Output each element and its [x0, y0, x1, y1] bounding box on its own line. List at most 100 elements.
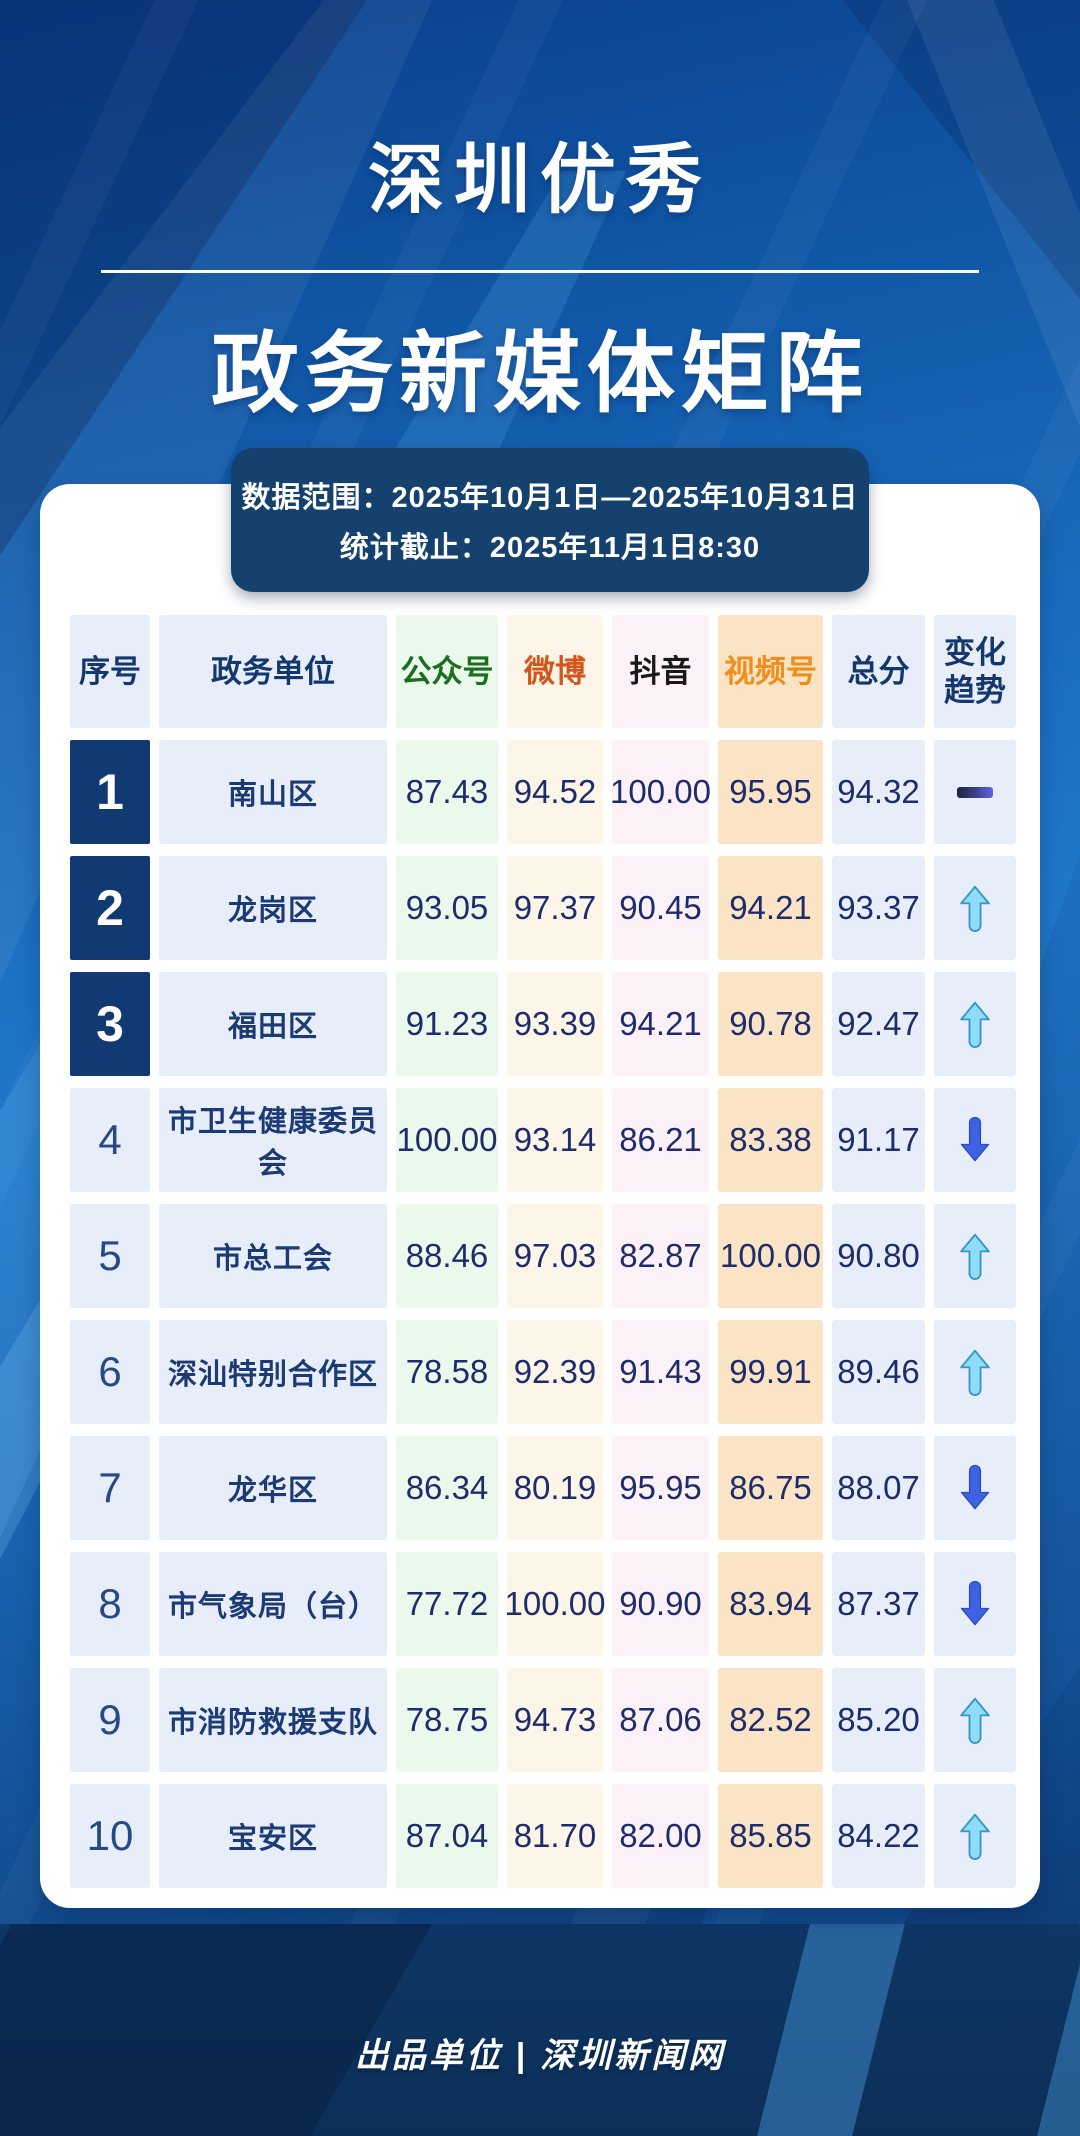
header-gongzhonghao: 公众号 — [396, 615, 498, 728]
header-total: 总分 — [832, 615, 925, 728]
down-trend-icon — [960, 1464, 990, 1510]
gzh-score-cell: 100.00 — [396, 1088, 498, 1192]
date-range-text: 数据范围：2025年10月1日—2025年10月31日 — [241, 482, 859, 514]
unit-cell: 龙岗区 — [159, 856, 387, 960]
title-line-1: 深圳优秀 — [368, 138, 712, 223]
header-rank: 序号 — [70, 615, 150, 728]
douyin-score-cell: 95.95 — [612, 1436, 709, 1540]
trend-cell — [934, 1668, 1016, 1772]
gzh-score-cell: 78.58 — [396, 1320, 498, 1424]
title-line-2: 政务新媒体矩阵 — [210, 324, 869, 423]
footer-credit: 出品单位 | 深圳新闻网 — [0, 2028, 1080, 2077]
header-weibo: 微博 — [507, 615, 603, 728]
douyin-score-cell: 100.00 — [610, 740, 711, 844]
trend-cell — [934, 1552, 1016, 1656]
total-score-cell: 84.22 — [832, 1784, 925, 1888]
weibo-score-cell: 97.37 — [507, 856, 603, 960]
trend-cell — [934, 1320, 1016, 1424]
stats-cutoff-text: 统计截止：2025年11月1日8:30 — [339, 532, 761, 564]
header-shipinhao: 视频号 — [718, 615, 823, 728]
shipinhao-score-cell: 86.75 — [718, 1436, 823, 1540]
douyin-score-cell: 82.87 — [612, 1204, 709, 1308]
header-trend: 变化趋势 — [934, 615, 1016, 728]
up-trend-icon — [960, 1697, 990, 1744]
trend-cell — [934, 1436, 1016, 1540]
total-score-cell: 85.20 — [832, 1668, 925, 1772]
rank-cell: 7 — [70, 1436, 150, 1540]
down-trend-icon — [960, 1116, 990, 1162]
unit-cell: 宝安区 — [159, 1784, 387, 1888]
douyin-score-cell: 82.00 — [612, 1784, 709, 1888]
trend-cell — [934, 1088, 1016, 1192]
shipinhao-score-cell: 82.52 — [718, 1668, 823, 1772]
shipinhao-score-cell: 94.21 — [718, 856, 823, 960]
douyin-score-cell: 94.21 — [612, 972, 709, 1076]
trend-cell — [934, 972, 1016, 1076]
total-score-cell: 91.17 — [832, 1088, 925, 1192]
header-douyin: 抖音 — [612, 615, 709, 728]
title-divider — [101, 270, 979, 273]
shipinhao-score-cell: 83.94 — [718, 1552, 823, 1656]
unit-cell: 市卫生健康委员会 — [159, 1088, 387, 1192]
shipinhao-score-cell: 95.95 — [718, 740, 823, 844]
rank-cell: 10 — [70, 1784, 150, 1888]
publisher-credit-text: 出品单位 | 深圳新闻网 — [354, 2037, 726, 2075]
total-score-cell: 92.47 — [832, 972, 925, 1076]
gzh-score-cell: 87.04 — [396, 1784, 498, 1888]
weibo-score-cell: 92.39 — [507, 1320, 603, 1424]
up-trend-icon — [960, 885, 990, 932]
total-score-cell: 94.32 — [832, 740, 925, 844]
flat-trend-icon — [957, 786, 993, 798]
up-trend-icon — [960, 1001, 990, 1048]
gzh-score-cell: 87.43 — [396, 740, 498, 844]
rank-cell: 3 — [70, 972, 150, 1076]
total-score-cell: 88.07 — [832, 1436, 925, 1540]
rank-cell: 2 — [70, 856, 150, 960]
unit-cell: 龙华区 — [159, 1436, 387, 1540]
unit-cell: 市气象局（台） — [159, 1552, 387, 1656]
gzh-score-cell: 91.23 — [396, 972, 498, 1076]
weibo-score-cell: 93.14 — [507, 1088, 603, 1192]
shipinhao-score-cell: 83.38 — [718, 1088, 823, 1192]
weibo-score-cell: 93.39 — [507, 972, 603, 1076]
douyin-score-cell: 90.90 — [612, 1552, 709, 1656]
ranking-table: 序号 政务单位 公众号 微博 抖音 视频号 总分 变化趋势 1 南山区 87.4… — [70, 615, 1016, 1888]
unit-cell: 市总工会 — [159, 1204, 387, 1308]
up-trend-icon — [960, 1349, 990, 1396]
rank-cell: 5 — [70, 1204, 150, 1308]
douyin-score-cell: 87.06 — [612, 1668, 709, 1772]
rank-cell: 8 — [70, 1552, 150, 1656]
total-score-cell: 89.46 — [832, 1320, 925, 1424]
weibo-score-cell: 80.19 — [507, 1436, 603, 1540]
unit-cell: 市消防救援支队 — [159, 1668, 387, 1772]
weibo-score-cell: 94.52 — [507, 740, 603, 844]
header-trend-label: 变化趋势 — [944, 634, 1006, 708]
gzh-score-cell: 77.72 — [396, 1552, 498, 1656]
trend-cell — [934, 740, 1016, 844]
weibo-score-cell: 97.03 — [507, 1204, 603, 1308]
shipinhao-score-cell: 100.00 — [718, 1204, 823, 1308]
douyin-score-cell: 86.21 — [612, 1088, 709, 1192]
total-score-cell: 87.37 — [832, 1552, 925, 1656]
weibo-score-cell: 81.70 — [507, 1784, 603, 1888]
trend-cell — [934, 856, 1016, 960]
gzh-score-cell: 88.46 — [396, 1204, 498, 1308]
trend-cell — [934, 1784, 1016, 1888]
douyin-score-cell: 90.45 — [612, 856, 709, 960]
ranking-card: 序号 政务单位 公众号 微博 抖音 视频号 总分 变化趋势 1 南山区 87.4… — [40, 484, 1040, 1908]
weibo-score-cell: 94.73 — [507, 1668, 603, 1772]
up-trend-icon — [960, 1813, 990, 1860]
gzh-score-cell: 86.34 — [396, 1436, 498, 1540]
trend-cell — [934, 1204, 1016, 1308]
date-range-box: 数据范围：2025年10月1日—2025年10月31日 统计截止：2025年11… — [231, 448, 869, 592]
rank-cell: 6 — [70, 1320, 150, 1424]
gzh-score-cell: 93.05 — [396, 856, 498, 960]
douyin-score-cell: 91.43 — [612, 1320, 709, 1424]
down-trend-icon — [960, 1580, 990, 1626]
title-block: 深圳优秀 政务新媒体矩阵 — [0, 118, 1080, 430]
shipinhao-score-cell: 85.85 — [718, 1784, 823, 1888]
unit-cell: 福田区 — [159, 972, 387, 1076]
shipinhao-score-cell: 99.91 — [718, 1320, 823, 1424]
rank-cell: 1 — [70, 740, 150, 844]
header-unit: 政务单位 — [159, 615, 387, 728]
